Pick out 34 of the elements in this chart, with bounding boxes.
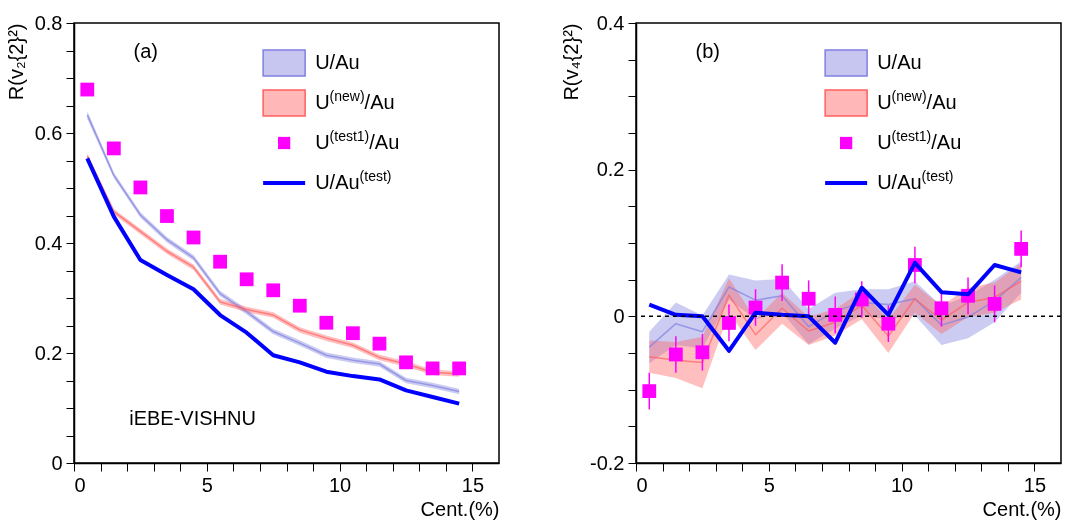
x-axis-title: Cent.(%) bbox=[982, 497, 1062, 520]
y-axis-title: R(v₄{2}²) bbox=[560, 23, 583, 101]
legend-label: U$^{(new)}$/Au bbox=[877, 88, 957, 113]
y-tick-label: 0 bbox=[51, 451, 63, 474]
annotation: (a) bbox=[133, 39, 158, 62]
x-axis-title: Cent.(%) bbox=[420, 497, 500, 520]
line-series bbox=[648, 280, 1022, 364]
legend-label: U$^{(new)}$/Au bbox=[315, 88, 395, 113]
y-tick-label: -0.2 bbox=[590, 451, 625, 474]
y-tick-label: 0.6 bbox=[34, 121, 63, 144]
legend-label: U/Au$^{(test)}$ bbox=[877, 168, 954, 193]
y-tick-label: 0.2 bbox=[34, 341, 63, 364]
x-tick-label: 15 bbox=[1023, 473, 1047, 496]
y-tick-label: 0 bbox=[613, 304, 625, 327]
x-tick-label: 0 bbox=[636, 473, 648, 496]
legend-label: U$^{(test1)}$/Au bbox=[877, 128, 962, 153]
y-tick-label: 0.4 bbox=[596, 11, 625, 34]
x-tick-label: 10 bbox=[329, 473, 352, 496]
x-tick-label: 0 bbox=[74, 473, 86, 496]
y-axis-title: R(v₂{2}²) bbox=[4, 23, 27, 101]
line-series bbox=[648, 276, 1022, 348]
legend-label: U/Au bbox=[315, 51, 360, 73]
x-tick-label: 5 bbox=[201, 473, 213, 496]
x-tick-label: 10 bbox=[891, 473, 914, 496]
x-tick-label: 15 bbox=[461, 473, 485, 496]
legend-label: U/Au bbox=[877, 51, 922, 73]
legend-label: U/Au$^{(test)}$ bbox=[315, 168, 392, 193]
annotation: (b) bbox=[695, 39, 720, 62]
y-tick-label: 0.4 bbox=[34, 231, 63, 254]
annotation: iEBE-VISHNU bbox=[129, 407, 256, 429]
legend-label: U$^{(test1)}$/Au bbox=[315, 128, 400, 153]
x-tick-label: 5 bbox=[763, 473, 775, 496]
y-tick-label: 0.8 bbox=[34, 11, 63, 34]
y-tick-label: 0.2 bbox=[596, 158, 625, 181]
